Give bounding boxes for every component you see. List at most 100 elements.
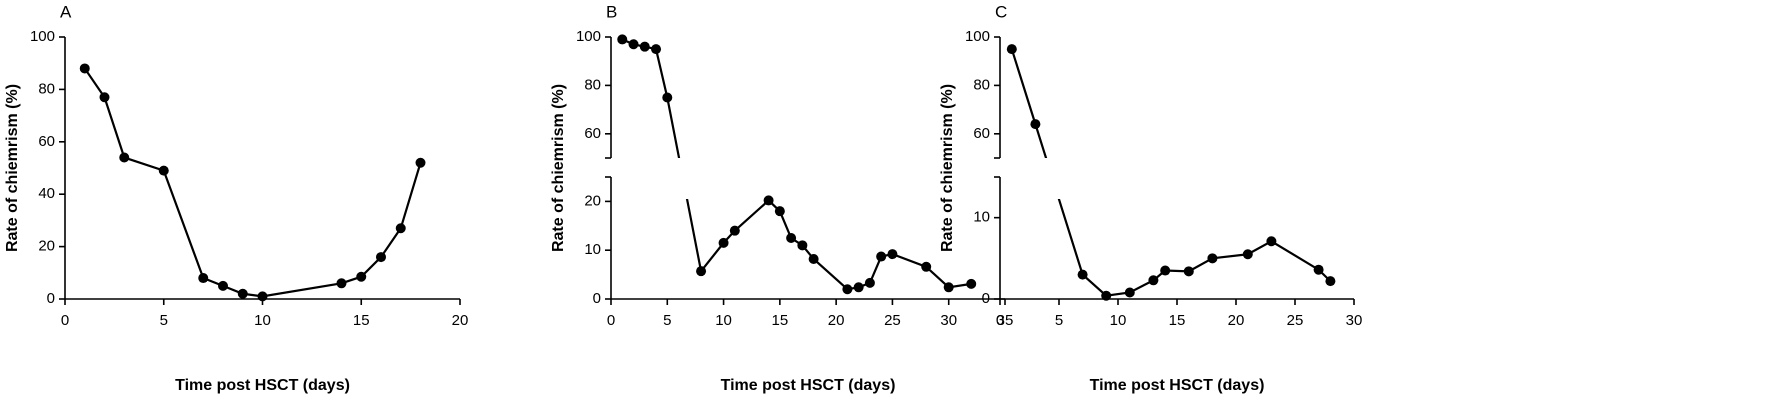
y-axis-label: Rate of chiemrism (%) xyxy=(550,84,567,252)
y-tick-label: 60 xyxy=(973,125,990,142)
y-tick-label: 10 xyxy=(973,209,990,226)
y-tick-label: 60 xyxy=(38,133,55,150)
data-point xyxy=(808,253,819,264)
data-point xyxy=(853,282,864,293)
data-point xyxy=(257,291,268,302)
y-tick-label: 100 xyxy=(576,28,601,45)
data-point xyxy=(718,237,729,248)
y-tick-label: 20 xyxy=(38,238,55,255)
data-point xyxy=(1124,287,1135,298)
data-point xyxy=(797,240,808,251)
x-tick-label: 25 xyxy=(1287,312,1304,329)
panel-label: C xyxy=(995,2,1007,21)
y-axis-label: Rate of chiemrism (%) xyxy=(939,84,956,252)
data-point xyxy=(237,288,248,299)
x-axis-label: Time post HSCT (days) xyxy=(1090,377,1265,394)
x-tick-label: 5 xyxy=(1055,312,1063,329)
x-axis-label: Time post HSCT (days) xyxy=(721,377,896,394)
x-tick-label: 15 xyxy=(1169,312,1186,329)
data-point xyxy=(218,280,228,291)
panel: A Time post HSCT (days) Rate of chiemrism … xyxy=(4,2,468,394)
y-tick-label: 80 xyxy=(38,80,55,97)
x-tick-label: 10 xyxy=(1110,312,1127,329)
x-tick-label: 35 xyxy=(997,312,1014,329)
y-tick-label: 80 xyxy=(584,76,601,93)
x-tick-label: 20 xyxy=(1228,312,1245,329)
panel-label: B xyxy=(606,2,617,21)
data-point xyxy=(639,41,650,52)
data-point xyxy=(119,152,130,163)
data-line xyxy=(83,67,422,298)
data-point xyxy=(1242,249,1253,260)
data-point xyxy=(1160,265,1171,276)
x-tick-label: 30 xyxy=(940,312,957,329)
y-tick-label: 80 xyxy=(973,76,990,93)
data-point xyxy=(887,249,898,260)
y-tick-label: 0 xyxy=(47,290,55,307)
x-tick-label: 5 xyxy=(160,312,168,329)
x-tick-label: 10 xyxy=(715,312,732,329)
x-tick-label: 20 xyxy=(452,312,469,329)
data-point xyxy=(628,39,639,50)
y-axis-label: Rate of chiemrism (%) xyxy=(4,84,21,252)
data-point xyxy=(696,266,707,277)
data-point xyxy=(921,261,932,272)
x-tick-label: 10 xyxy=(254,312,271,329)
data-line xyxy=(1010,48,1332,297)
x-tick-label: 0 xyxy=(61,312,69,329)
data-point xyxy=(729,225,740,236)
x-axis-label: Time post HSCT (days) xyxy=(175,377,350,394)
data-point xyxy=(1148,275,1159,286)
x-tick-label: 15 xyxy=(353,312,370,329)
data-point xyxy=(651,44,662,55)
y-tick-label: 0 xyxy=(982,290,990,307)
x-tick-label: 5 xyxy=(663,312,671,329)
data-point xyxy=(1325,276,1336,287)
data-point xyxy=(774,206,785,217)
data-point xyxy=(864,277,875,288)
panel: B Time post HSCT (days) Rate of chiemrism … xyxy=(550,2,1013,394)
data-point xyxy=(1101,290,1112,301)
y-tick-label: 10 xyxy=(584,241,601,258)
y-tick-label: 100 xyxy=(965,28,990,45)
data-point xyxy=(876,251,887,262)
data-point xyxy=(966,278,977,289)
data-point xyxy=(415,157,426,168)
data-point xyxy=(786,233,797,243)
data-point xyxy=(356,271,367,282)
data-point xyxy=(1313,264,1324,275)
data-line xyxy=(621,38,972,291)
data-point xyxy=(198,273,209,284)
data-point xyxy=(99,92,110,103)
y-tick-label: 20 xyxy=(584,192,601,209)
y-tick-label: 60 xyxy=(584,125,601,142)
data-point xyxy=(158,165,169,176)
data-point xyxy=(1030,119,1041,130)
x-tick-label: 0 xyxy=(607,312,615,329)
x-tick-label: 15 xyxy=(772,312,789,329)
data-point xyxy=(1006,44,1017,55)
data-point xyxy=(336,278,347,289)
data-point xyxy=(1183,266,1194,277)
x-tick-label: 20 xyxy=(828,312,845,329)
data-point xyxy=(1266,236,1277,247)
y-tick-label: 40 xyxy=(38,185,55,202)
data-point xyxy=(79,63,90,74)
y-tick-label: 100 xyxy=(30,28,55,45)
y-tick-label: 0 xyxy=(593,290,601,307)
data-point xyxy=(662,92,673,103)
data-point xyxy=(395,223,406,234)
panel-label: A xyxy=(60,2,72,21)
data-point xyxy=(376,252,386,263)
data-point xyxy=(1077,269,1088,280)
x-tick-label: 0 xyxy=(996,312,1004,329)
data-point xyxy=(943,282,954,293)
data-point xyxy=(763,195,774,206)
x-tick-label: 25 xyxy=(884,312,901,329)
data-point xyxy=(1207,253,1218,264)
data-point xyxy=(842,284,853,295)
x-tick-label: 30 xyxy=(1346,312,1363,329)
panel: C Time post HSCT (days) Rate of chiemrism … xyxy=(939,2,1362,394)
data-point xyxy=(617,34,628,45)
